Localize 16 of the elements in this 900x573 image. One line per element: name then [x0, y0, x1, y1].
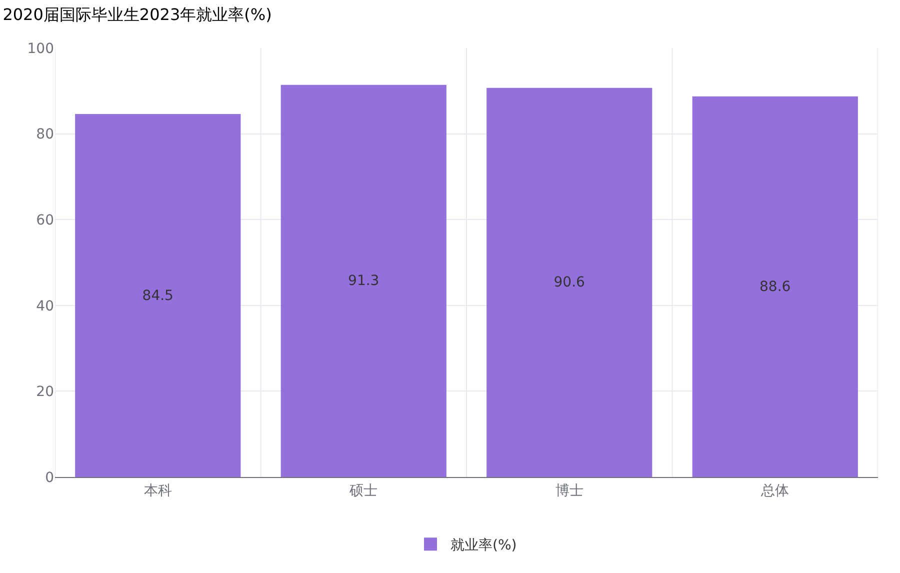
x-tick-label: 博士: [555, 482, 584, 499]
y-tick-label: 100: [27, 40, 54, 57]
y-tick-label: 80: [36, 126, 54, 143]
data-label: 91.3: [348, 273, 380, 290]
data-label: 84.5: [142, 288, 174, 304]
legend-label: 就业率(%): [450, 538, 517, 554]
x-tick-label: 本科: [144, 482, 172, 499]
y-tick-label: 60: [36, 212, 54, 228]
y-tick-label: 40: [36, 298, 54, 314]
y-tick-label: 20: [36, 384, 54, 400]
data-label: 88.6: [760, 278, 791, 295]
x-tick-label: 硕士: [348, 482, 378, 499]
chart-title: 2020届国际毕业生2023年就业率(%): [2, 4, 272, 24]
y-tick-label: 0: [45, 470, 54, 486]
data-label: 90.6: [554, 274, 586, 291]
x-tick-label: 总体: [760, 482, 790, 499]
